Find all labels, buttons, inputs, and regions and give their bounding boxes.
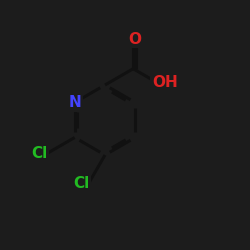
Text: Cl: Cl: [73, 176, 89, 192]
Text: OH: OH: [152, 75, 178, 90]
Text: Cl: Cl: [31, 146, 47, 160]
Text: N: N: [68, 95, 81, 110]
Text: O: O: [129, 32, 142, 47]
